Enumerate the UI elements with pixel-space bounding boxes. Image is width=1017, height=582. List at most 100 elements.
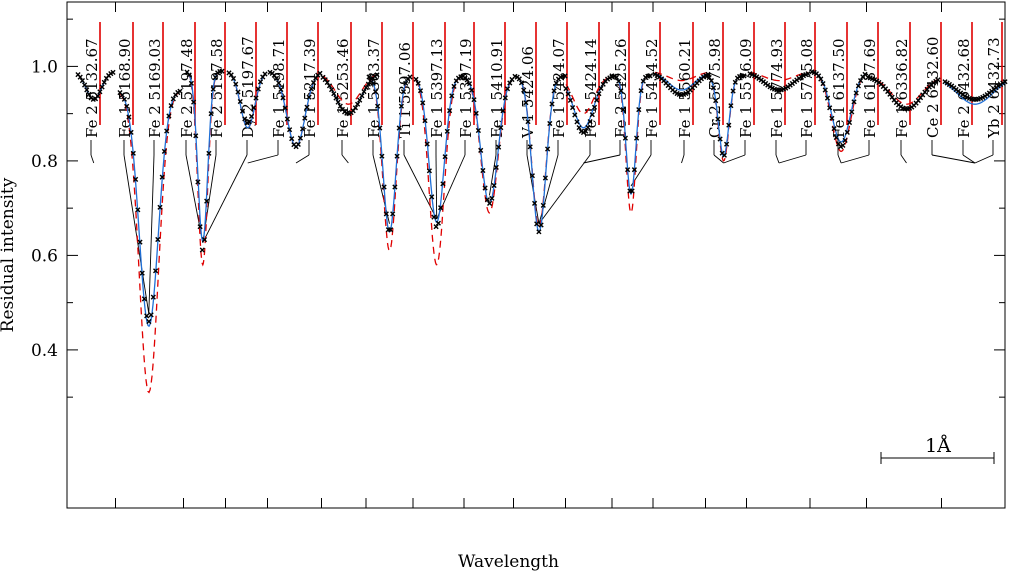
observed-point — [365, 81, 371, 87]
observed-point — [741, 73, 747, 79]
observed-point — [124, 103, 130, 109]
observed-point — [732, 79, 738, 85]
observed-point — [451, 83, 457, 89]
label-leader — [775, 154, 780, 164]
observed-point — [97, 89, 103, 95]
observed-point — [413, 76, 419, 82]
line-id-label: Fe 1 5410.91 — [488, 38, 506, 138]
observed-point — [613, 74, 620, 80]
observed-point — [248, 113, 255, 119]
model-2-profile-w16 — [811, 71, 866, 153]
observed-point — [829, 115, 835, 121]
line-id-label: Fe 1 5424.14 — [582, 38, 600, 138]
observed-point — [620, 107, 626, 113]
annotation-layer: Fe 2 5132.67 Fe 1 5168.90 Fe 2 5169.03 Fe 2… — [83, 22, 1003, 314]
observed-point — [278, 86, 284, 93]
scale-bar-label: 1Å — [925, 435, 951, 457]
line-id-label: Fe 1 5775.08 — [798, 38, 816, 138]
observed-point — [415, 80, 421, 86]
observed-point — [846, 119, 853, 126]
observed-point — [572, 112, 578, 118]
observed-point — [355, 101, 361, 107]
line-id-label: Fe 1 6137.69 — [861, 38, 879, 138]
observed-point — [440, 181, 446, 187]
observed-point — [429, 194, 435, 200]
observed-point — [297, 135, 303, 141]
observed-point — [372, 89, 379, 95]
observed-point — [352, 105, 358, 111]
observed-point — [491, 182, 497, 189]
observed-point — [363, 85, 369, 91]
y-tick-label: 0.8 — [31, 152, 58, 172]
observed-point — [433, 224, 439, 230]
observed-point — [574, 119, 580, 125]
observed-point — [126, 114, 132, 120]
observed-point — [206, 150, 212, 156]
observed-point — [381, 184, 387, 190]
observed-point — [594, 97, 600, 103]
observed-point — [82, 82, 88, 88]
label-leader — [723, 154, 746, 164]
label-leader — [488, 154, 497, 196]
observed-point — [210, 86, 216, 92]
observed-point — [489, 195, 495, 201]
observed-point — [422, 118, 428, 124]
observed-point — [257, 79, 264, 85]
observed-point — [475, 127, 481, 134]
observed-point — [631, 167, 637, 173]
model-2-profile-w6 — [322, 73, 378, 105]
observed-point — [237, 98, 243, 105]
observed-point — [424, 141, 430, 147]
observed-point — [507, 80, 513, 86]
observed-point — [562, 73, 568, 79]
observed-point — [728, 103, 734, 109]
observed-point — [287, 127, 293, 133]
observed-point — [379, 153, 385, 159]
y-axis-title: Residual intensity — [0, 177, 18, 333]
observed-point — [212, 74, 218, 80]
observed-point — [622, 135, 628, 141]
observed-point — [598, 85, 604, 91]
observed-point — [251, 105, 257, 111]
observed-point — [496, 144, 502, 150]
observed-point — [816, 73, 822, 79]
observed-point — [851, 99, 857, 105]
scale-bar: 1Å — [880, 435, 995, 464]
observed-point — [708, 78, 714, 84]
observed-point — [469, 87, 475, 93]
observed-point — [197, 224, 203, 230]
observed-point — [370, 80, 376, 86]
observed-point — [161, 148, 167, 154]
observed-point — [377, 125, 383, 131]
observed-point — [164, 128, 170, 134]
observed-point — [326, 83, 333, 89]
observed-point — [721, 152, 727, 158]
label-leader — [962, 154, 976, 164]
observed-point — [95, 93, 101, 99]
observed-point — [392, 184, 398, 190]
observed-point — [253, 95, 259, 101]
label-leader — [681, 154, 685, 164]
observed-point — [542, 175, 548, 181]
model-1-profile-w13 — [654, 73, 709, 91]
observed-point — [449, 93, 455, 99]
observed-point — [101, 79, 107, 85]
observed-point — [713, 98, 719, 104]
label-leader — [778, 154, 807, 164]
observed-point — [276, 80, 282, 86]
observed-point — [170, 96, 176, 102]
observed-point — [420, 100, 426, 106]
observed-point — [521, 87, 527, 93]
observed-point — [820, 81, 826, 87]
observed-point — [473, 110, 479, 116]
label-leader — [538, 154, 591, 225]
observed-point — [935, 77, 941, 83]
observed-point — [368, 76, 374, 82]
observed-point — [549, 101, 555, 107]
observed-point — [426, 168, 432, 174]
observed-point — [724, 141, 730, 147]
tick-layer: 0.40.60.81.01.2 — [31, 2, 1005, 508]
observed-point — [587, 119, 593, 125]
observed-point — [634, 135, 640, 141]
observed-point — [442, 154, 448, 160]
